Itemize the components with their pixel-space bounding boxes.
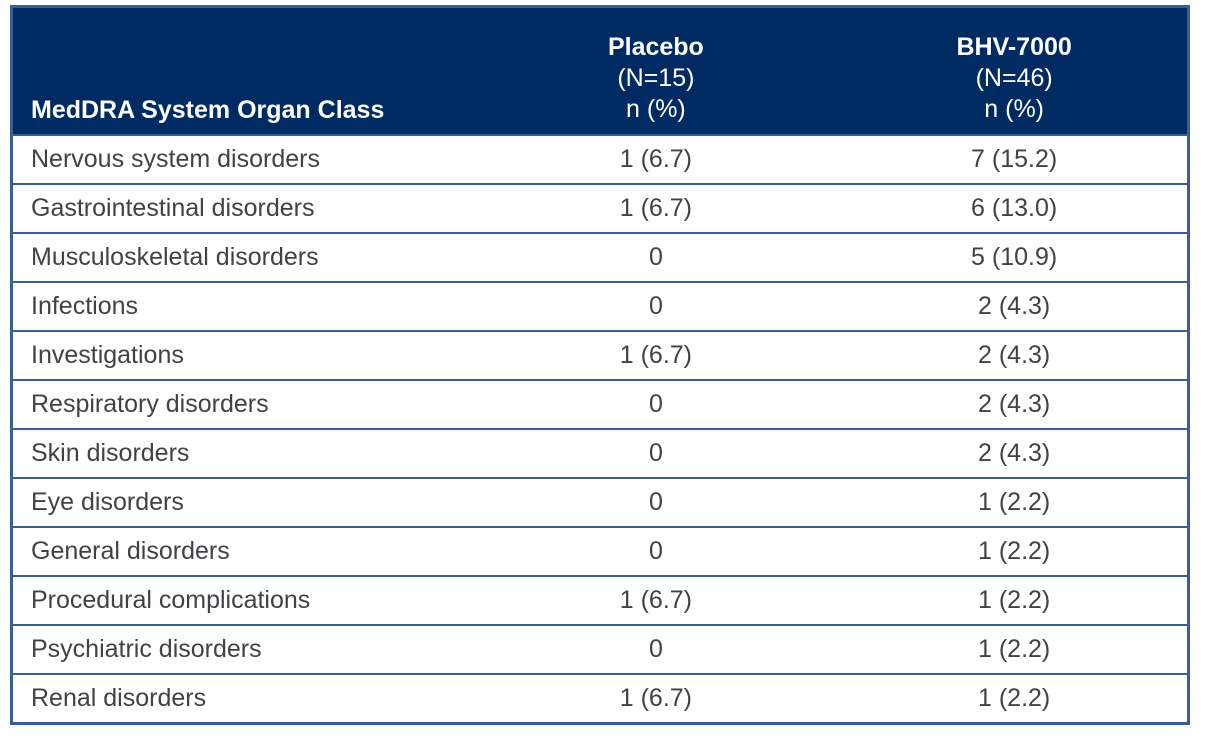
organ-class-cell: Skin disorders bbox=[11, 428, 471, 478]
bhv7000-value-cell: 1 (2.2) bbox=[841, 526, 1189, 576]
organ-class-cell: Eye disorders bbox=[11, 477, 471, 527]
bhv7000-value-cell: 7 (15.2) bbox=[841, 134, 1189, 184]
placebo-value-cell: 0 bbox=[470, 281, 842, 331]
placebo-value-cell: 0 bbox=[470, 232, 842, 282]
adverse-events-table: MedDRA System Organ Class Placebo (N=15)… bbox=[10, 5, 1190, 725]
placebo-unit-label: n (%) bbox=[626, 95, 686, 123]
table-row: Investigations 1 (6.7) 2 (4.3) bbox=[11, 330, 1189, 380]
bhv7000-value-cell: 2 (4.3) bbox=[841, 281, 1189, 331]
organ-class-cell: Nervous system disorders bbox=[11, 134, 471, 184]
bhv7000-value-cell: 1 (2.2) bbox=[841, 673, 1189, 723]
organ-class-cell: Respiratory disorders bbox=[11, 379, 471, 429]
bhv7000-value-cell: 1 (2.2) bbox=[841, 624, 1189, 674]
placebo-group-label: Placebo bbox=[607, 33, 704, 61]
organ-class-cell: Psychiatric disorders bbox=[11, 624, 471, 674]
bhv7000-group-label: BHV-7000 bbox=[956, 33, 1072, 61]
placebo-value-cell: 1 (6.7) bbox=[470, 673, 842, 723]
placebo-value-cell: 1 (6.7) bbox=[470, 183, 842, 233]
bhv7000-n-label: (N=46) bbox=[975, 64, 1053, 92]
table-row: Procedural complications 1 (6.7) 1 (2.2) bbox=[11, 575, 1189, 625]
bhv7000-value-cell: 6 (13.0) bbox=[841, 183, 1189, 233]
header-bhv7000: BHV-7000 (N=46) n (%) bbox=[841, 6, 1189, 135]
placebo-value-cell: 0 bbox=[470, 477, 842, 527]
table-row: Renal disorders 1 (6.7) 1 (2.2) bbox=[11, 673, 1189, 723]
header-row: MedDRA System Organ Class Placebo (N=15)… bbox=[11, 6, 1189, 135]
table-row: Nervous system disorders 1 (6.7) 7 (15.2… bbox=[11, 134, 1189, 184]
placebo-value-cell: 0 bbox=[470, 526, 842, 576]
table-row: Infections 0 2 (4.3) bbox=[11, 281, 1189, 331]
table-row: Eye disorders 0 1 (2.2) bbox=[11, 477, 1189, 527]
bhv7000-unit-label: n (%) bbox=[984, 95, 1044, 123]
placebo-n-label: (N=15) bbox=[617, 64, 695, 92]
organ-class-cell: Gastrointestinal disorders bbox=[11, 183, 471, 233]
bhv7000-value-cell: 2 (4.3) bbox=[841, 428, 1189, 478]
organ-class-cell: Infections bbox=[11, 281, 471, 331]
placebo-value-cell: 0 bbox=[470, 379, 842, 429]
organ-class-cell: Renal disorders bbox=[11, 673, 471, 723]
organ-class-cell: Musculoskeletal disorders bbox=[11, 232, 471, 282]
bhv7000-value-cell: 5 (10.9) bbox=[841, 232, 1189, 282]
organ-class-cell: Investigations bbox=[11, 330, 471, 380]
table-header: MedDRA System Organ Class Placebo (N=15)… bbox=[11, 6, 1189, 135]
organ-class-cell: Procedural complications bbox=[11, 575, 471, 625]
header-organ-class: MedDRA System Organ Class bbox=[11, 6, 471, 135]
table-row: Musculoskeletal disorders 0 5 (10.9) bbox=[11, 232, 1189, 282]
header-placebo: Placebo (N=15) n (%) bbox=[470, 6, 842, 135]
table-row: Psychiatric disorders 0 1 (2.2) bbox=[11, 624, 1189, 674]
adverse-events-table-container: MedDRA System Organ Class Placebo (N=15)… bbox=[10, 5, 1190, 725]
placebo-value-cell: 0 bbox=[470, 428, 842, 478]
placebo-value-cell: 1 (6.7) bbox=[470, 575, 842, 625]
placebo-value-cell: 0 bbox=[470, 624, 842, 674]
bhv7000-value-cell: 2 (4.3) bbox=[841, 330, 1189, 380]
bhv7000-value-cell: 2 (4.3) bbox=[841, 379, 1189, 429]
bhv7000-value-cell: 1 (2.2) bbox=[841, 477, 1189, 527]
table-row: General disorders 0 1 (2.2) bbox=[11, 526, 1189, 576]
table-row: Skin disorders 0 2 (4.3) bbox=[11, 428, 1189, 478]
table-row: Respiratory disorders 0 2 (4.3) bbox=[11, 379, 1189, 429]
organ-class-cell: General disorders bbox=[11, 526, 471, 576]
placebo-value-cell: 1 (6.7) bbox=[470, 330, 842, 380]
table-body: Nervous system disorders 1 (6.7) 7 (15.2… bbox=[11, 134, 1189, 723]
table-row: Gastrointestinal disorders 1 (6.7) 6 (13… bbox=[11, 183, 1189, 233]
placebo-value-cell: 1 (6.7) bbox=[470, 134, 842, 184]
bhv7000-value-cell: 1 (2.2) bbox=[841, 575, 1189, 625]
